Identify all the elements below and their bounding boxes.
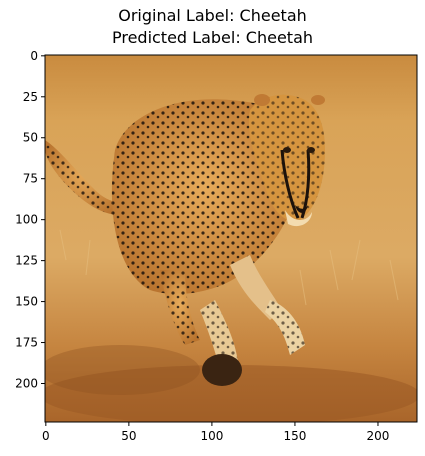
y-axis: 0 25 50 75 100 125 150 175 200 (15, 49, 45, 390)
y-tick-label: 175 (15, 336, 38, 350)
y-tick-label: 25 (23, 90, 38, 104)
x-tick-label: 0 (42, 429, 50, 443)
title-predicted-label: Predicted Label: Cheetah (111, 28, 314, 47)
y-tick-label: 100 (15, 213, 38, 227)
x-axis: 0 50 100 150 200 (42, 422, 389, 443)
y-tick-label: 200 (15, 376, 38, 390)
x-tick-label: 150 (283, 429, 306, 443)
title-original-label: Original Label: Cheetah (118, 6, 307, 25)
x-tick-label: 50 (121, 429, 136, 443)
x-tick-label: 200 (367, 429, 390, 443)
axes-frame (44, 54, 418, 423)
y-tick-label: 0 (30, 49, 38, 63)
cheetah-photo (45, 55, 417, 422)
x-tick-label: 100 (200, 429, 223, 443)
y-tick-label: 50 (23, 131, 38, 145)
y-tick-label: 150 (15, 295, 38, 309)
y-tick-label: 125 (15, 254, 38, 268)
y-tick-label: 75 (23, 172, 38, 186)
